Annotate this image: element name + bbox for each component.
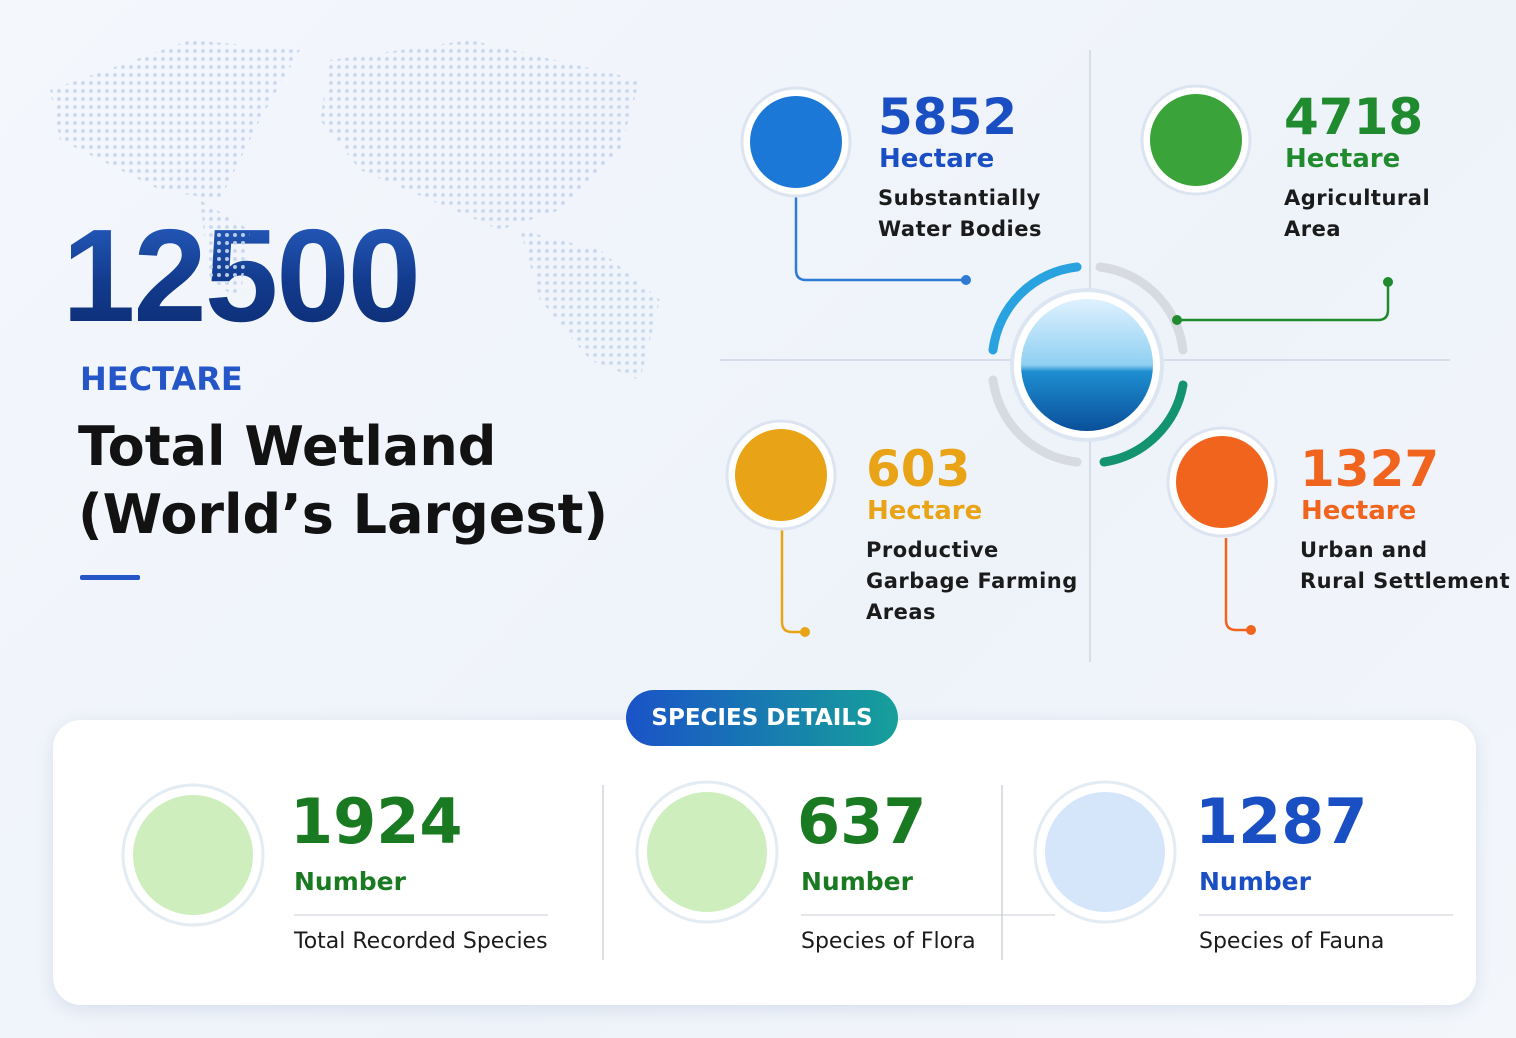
- area-value: 5852: [878, 88, 1018, 146]
- hero-unit: HECTARE: [80, 360, 243, 398]
- icon: [750, 96, 842, 188]
- species-unit: Number: [801, 867, 913, 896]
- center-rings: [988, 262, 1188, 467]
- hero-title: (World’s Largest): [78, 483, 609, 546]
- area-value: 4718: [1284, 88, 1424, 146]
- icon: [1176, 436, 1268, 528]
- area-unit: Hectare: [1285, 144, 1401, 174]
- wetland-image: [1021, 299, 1153, 431]
- species-unit: Number: [1199, 867, 1311, 896]
- icon: [1150, 94, 1242, 186]
- species-unit: Number: [294, 867, 406, 896]
- species-value: 637: [797, 785, 927, 858]
- area-unit: Hectare: [867, 496, 983, 526]
- species-badge: SPECIES DETAILS: [626, 690, 898, 746]
- area-label: Substantially: [878, 186, 1041, 210]
- species-icon: [133, 795, 253, 915]
- area-value: 1327: [1300, 440, 1440, 498]
- species-icon: [1045, 792, 1165, 912]
- area-unit: Hectare: [879, 144, 995, 174]
- hero-title: Total Wetland: [78, 415, 497, 478]
- area-label: Rural Settlement: [1300, 569, 1511, 593]
- area-label: Urban and: [1300, 538, 1428, 562]
- area-label: Water Bodies: [878, 217, 1042, 241]
- area-label: Areas: [866, 600, 937, 624]
- area-value: 603: [866, 440, 971, 498]
- connectors: [780, 195, 1393, 637]
- species-value: 1924: [290, 785, 463, 858]
- species-icon: [647, 792, 767, 912]
- species-label: Species of Fauna: [1199, 929, 1385, 954]
- species-label: Total Recorded Species: [294, 929, 548, 954]
- area-unit: Hectare: [1301, 496, 1417, 526]
- species-value: 1287: [1195, 785, 1368, 858]
- icon: [735, 429, 827, 521]
- area-label: Productive: [866, 538, 999, 562]
- accent-bar: [80, 575, 140, 580]
- world-map: [50, 40, 660, 380]
- area-label: Garbage Farming: [866, 569, 1078, 593]
- area-label: Agricultural: [1284, 186, 1431, 210]
- species-label: Species of Flora: [801, 929, 976, 954]
- area-label: Area: [1284, 217, 1342, 241]
